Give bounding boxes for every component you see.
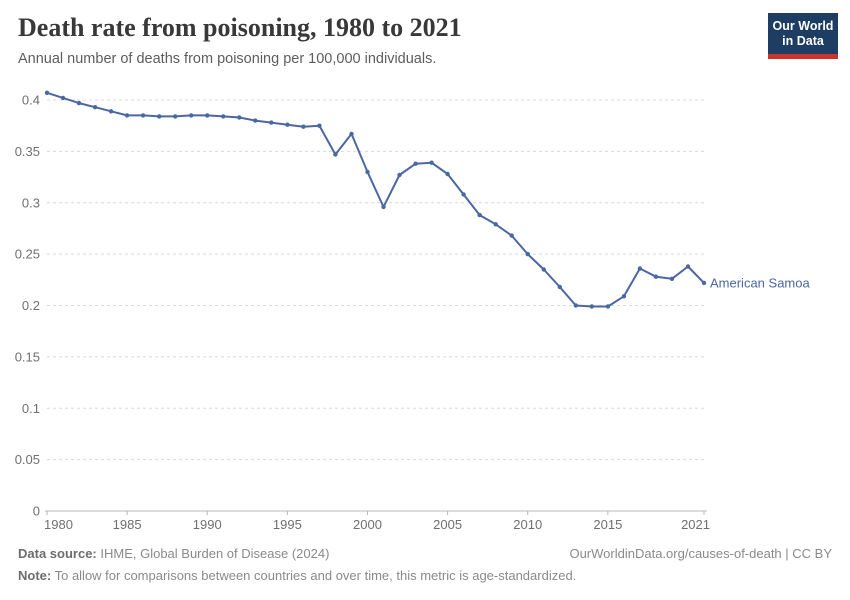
owid-logo-line2: in Data: [782, 34, 824, 49]
svg-text:2015: 2015: [593, 517, 622, 532]
svg-text:0.3: 0.3: [22, 195, 40, 210]
chart-title: Death rate from poisoning, 1980 to 2021: [18, 13, 462, 42]
note-value: To allow for comparisons between countri…: [51, 568, 577, 583]
svg-text:0.35: 0.35: [15, 144, 40, 159]
data-source-text: Data source: IHME, Global Burden of Dise…: [18, 546, 329, 561]
svg-text:0.2: 0.2: [22, 298, 40, 313]
x-axis: [45, 510, 707, 515]
svg-text:0.4: 0.4: [22, 93, 40, 108]
svg-text:2005: 2005: [433, 517, 462, 532]
note-text: Note: To allow for comparisons between c…: [18, 568, 832, 583]
svg-text:0.15: 0.15: [15, 349, 40, 364]
y-axis-labels: 0 0.05 0.1 0.15 0.2 0.25 0.3 0.35 0.4: [15, 93, 40, 519]
svg-text:1980: 1980: [44, 517, 73, 532]
svg-text:0.1: 0.1: [22, 401, 40, 416]
data-source-label: Data source:: [18, 546, 97, 561]
svg-text:2010: 2010: [513, 517, 542, 532]
line-series: [46, 91, 705, 308]
svg-text:2021: 2021: [681, 517, 710, 532]
svg-text:0: 0: [33, 504, 40, 519]
data-points: [44, 90, 707, 309]
owid-logo[interactable]: Our World in Data: [768, 13, 838, 59]
chart-footer: Data source: IHME, Global Burden of Dise…: [18, 546, 832, 583]
footer-row: Data source: IHME, Global Burden of Dise…: [18, 546, 832, 561]
owid-cc-link[interactable]: OurWorldinData.org/causes-of-death | CC …: [569, 546, 832, 561]
svg-text:1990: 1990: [193, 517, 222, 532]
owid-logo-line1: Our World: [772, 19, 834, 33]
x-axis-labels: 1980 1985 1990 1995 2000 2005 2010 2015 2021: [44, 517, 710, 532]
note-label: Note:: [18, 568, 52, 583]
svg-text:1995: 1995: [273, 517, 302, 532]
data-source-value: IHME, Global Burden of Disease (2024): [96, 546, 330, 561]
y-gridlines: [47, 99, 707, 461]
chart-subtitle: Annual number of deaths from poisoning p…: [18, 51, 437, 67]
entity-label[interactable]: American Samoa: [710, 275, 810, 290]
svg-text:0.05: 0.05: [15, 452, 40, 467]
svg-text:1985: 1985: [113, 517, 142, 532]
svg-text:0.25: 0.25: [15, 247, 40, 262]
svg-text:2000: 2000: [353, 517, 382, 532]
